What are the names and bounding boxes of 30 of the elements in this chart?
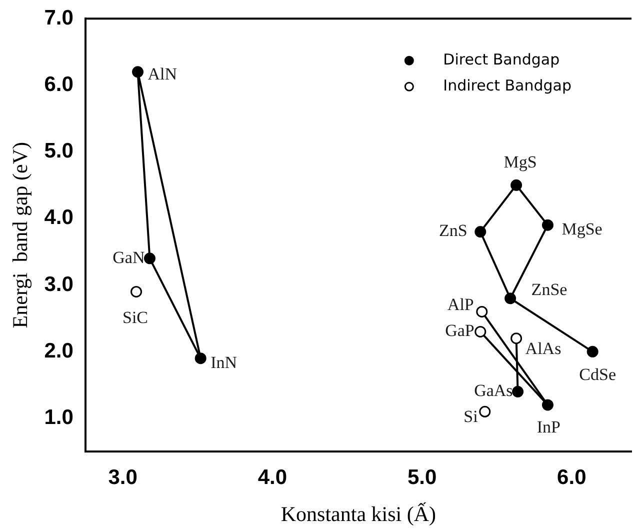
annotation: MgS: [504, 152, 537, 172]
annotation: MgSe: [562, 220, 602, 239]
annotation: AlP: [447, 295, 474, 314]
legend-label: Indirect Bandgap: [443, 76, 572, 94]
annotation: CdSe: [579, 365, 616, 384]
y-tick-label: 2.0: [44, 339, 74, 362]
y-tick-label: 7.0: [44, 6, 74, 30]
annotation: InN: [210, 352, 238, 372]
y-axis-title: Energi band gap (eV): [8, 142, 32, 328]
annotation: ZnS: [439, 221, 468, 240]
x-axis-title: Konstanta kisi (Ấ): [280, 502, 436, 526]
y-tick-label: 1.0: [44, 406, 74, 430]
y-tick-label: 5.0: [44, 140, 74, 163]
legend-label: Direct Bandgap: [443, 50, 560, 68]
annotation: GaP: [445, 321, 474, 340]
annotation: ZnSe: [531, 280, 568, 299]
x-tick-label: 4.0: [258, 466, 288, 489]
annotation: Si: [464, 407, 478, 426]
annotation: GaAs: [474, 381, 513, 400]
annotation: InP: [536, 417, 561, 436]
annotation: AlAs: [525, 338, 562, 358]
y-tick-label: 6.0: [44, 73, 74, 96]
y-tick-label: 3.0: [44, 272, 74, 296]
x-tick-label: 3.0: [108, 466, 138, 489]
annotation: AlN: [148, 64, 178, 84]
annotation: SiC: [122, 308, 148, 328]
x-tick-label: 5.0: [407, 466, 437, 489]
y-tick-label: 4.0: [44, 206, 74, 230]
annotation: GaN: [112, 248, 145, 267]
x-tick-label: 6.0: [557, 466, 586, 489]
